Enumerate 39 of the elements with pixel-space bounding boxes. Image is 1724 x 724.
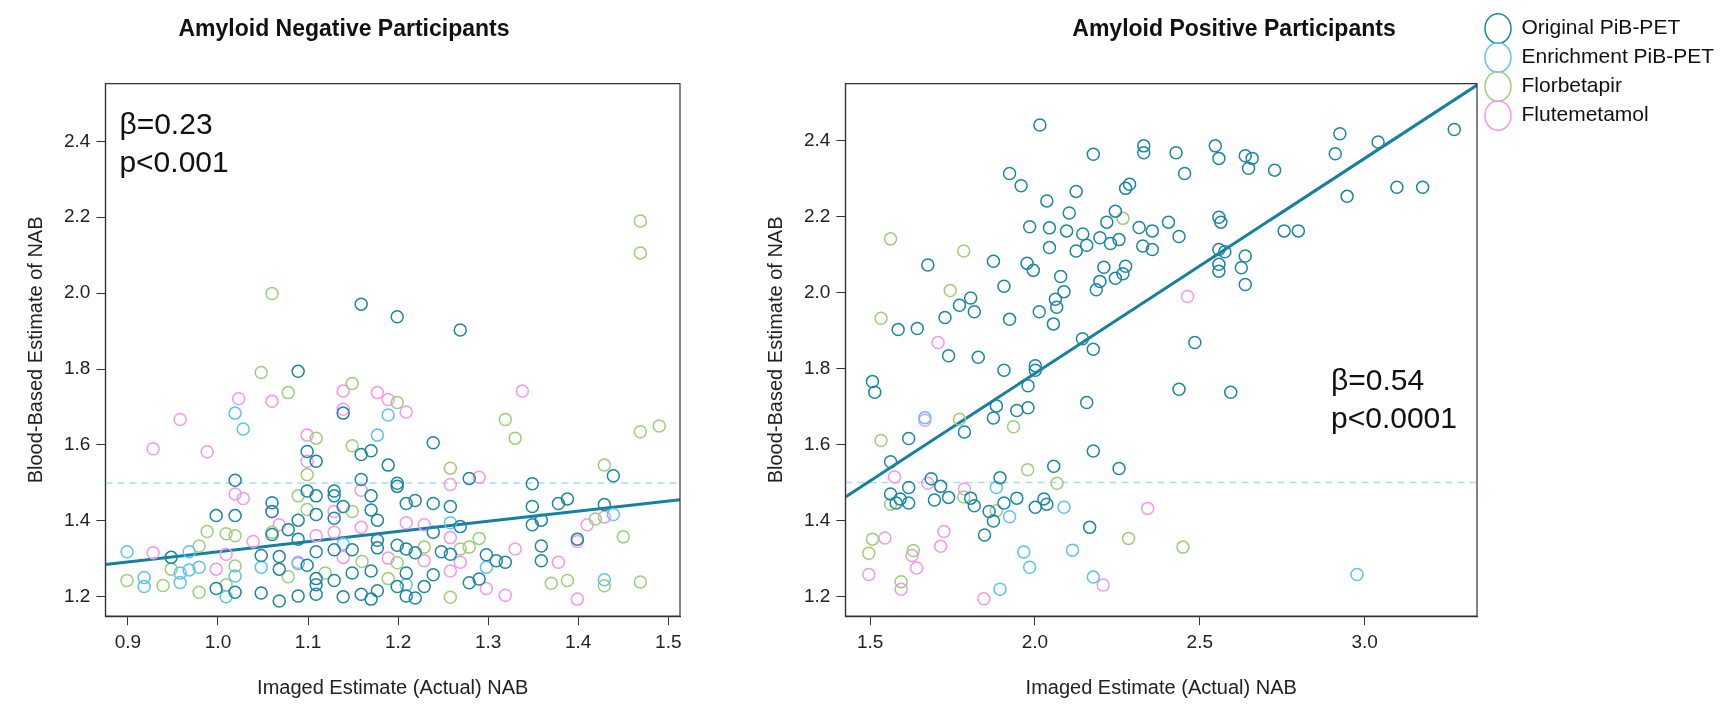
- y-tick-label: 1.4: [63, 509, 91, 531]
- y-tick-label: 1.2: [803, 584, 831, 606]
- y-tick-label: 2.4: [803, 129, 831, 151]
- legend-label: Flutemetamol: [1521, 102, 1649, 126]
- x-tick-label: 2.0: [1021, 630, 1049, 652]
- y-axis-title: Blood-Based Estimate of NAB: [23, 216, 46, 484]
- x-tick-label: 1.4: [565, 630, 592, 652]
- annotation: β=0.23: [119, 106, 213, 140]
- annotation: p<0.0001: [1331, 401, 1457, 435]
- legend-label: Original PiB-PET: [1521, 15, 1681, 39]
- x-tick-label: 1.2: [384, 630, 412, 652]
- y-tick-label: 1.2: [63, 585, 91, 607]
- x-tick-label: 1.5: [655, 630, 682, 652]
- x-tick-label: 2.5: [1186, 630, 1213, 652]
- y-tick-label: 2.2: [803, 205, 831, 227]
- y-tick-label: 1.8: [803, 356, 831, 378]
- x-axis-title: Imaged Estimate (Actual) NAB: [257, 675, 529, 698]
- annotation: p<0.001: [119, 144, 229, 178]
- y-tick-label: 1.8: [63, 357, 91, 379]
- y-tick-label: 2.4: [63, 129, 91, 151]
- x-axis-title: Imaged Estimate (Actual) NAB: [1025, 675, 1297, 698]
- legend-label: Florbetapir: [1521, 73, 1622, 97]
- y-tick-label: 1.6: [63, 433, 91, 455]
- x-tick-label: 1.3: [474, 630, 502, 652]
- y-tick-label: 1.6: [803, 432, 831, 454]
- x-tick-label: 3.0: [1351, 630, 1378, 652]
- y-tick-label: 2.0: [803, 281, 831, 302]
- chart-title: Amyloid Positive Participants: [1072, 15, 1396, 42]
- x-tick-label: 1.5: [856, 630, 884, 652]
- chart-title: Amyloid Negative Participants: [178, 15, 510, 42]
- y-tick-label: 2.2: [63, 205, 91, 227]
- y-tick-label: 2.0: [63, 281, 91, 303]
- annotation: β=0.54: [1331, 363, 1425, 397]
- x-tick-label: 1.1: [294, 630, 322, 652]
- x-tick-label: 0.9: [114, 630, 142, 652]
- x-tick-label: 1.0: [204, 630, 232, 652]
- legend-label: Enrichment PiB-PET: [1521, 44, 1715, 68]
- y-axis-title: Blood-Based Estimate of NAB: [763, 216, 786, 484]
- y-tick-label: 1.4: [803, 508, 831, 530]
